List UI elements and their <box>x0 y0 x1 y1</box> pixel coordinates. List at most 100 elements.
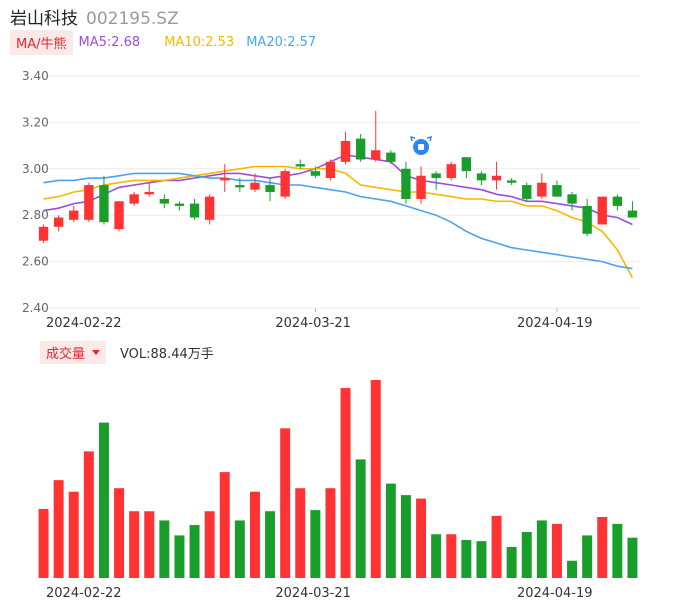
volume-bar <box>597 516 608 578</box>
volume-indicator-label: 成交量 <box>46 346 86 362</box>
y-tick-label: 3.40 <box>22 69 49 83</box>
volume-value: VOL:88.44万手 <box>120 346 214 362</box>
volume-bar <box>582 535 593 578</box>
x-tick-label: 2024-03-21 <box>275 586 351 601</box>
event-marker-bracket <box>410 135 416 142</box>
candle-body <box>310 171 321 176</box>
volume-bar <box>385 483 396 578</box>
candle-body <box>355 138 366 160</box>
candle-body <box>416 175 426 199</box>
candle-body <box>144 192 154 195</box>
ma-indicator-tab[interactable]: MA/牛熊 <box>10 29 73 55</box>
volume-bar <box>159 520 170 578</box>
candle-body <box>295 164 305 167</box>
volume-bar <box>234 520 245 578</box>
y-tick-label: 2.60 <box>22 255 49 269</box>
candle-body <box>325 161 336 179</box>
candle-body <box>189 203 200 218</box>
ma5-legend: MA5:2.68 <box>78 34 141 50</box>
volume-bar <box>219 472 230 578</box>
x-tick-label: 2024-02-22 <box>46 586 122 601</box>
candle-body <box>627 210 638 218</box>
candle-body <box>340 140 351 162</box>
volume-bar <box>38 508 49 578</box>
volume-legend: 成交量 VOL:88.44万手 <box>40 340 214 364</box>
candle-body <box>461 157 472 172</box>
candle-body <box>522 185 532 199</box>
volume-bar <box>627 537 638 578</box>
y-tick-label: 2.80 <box>22 208 49 222</box>
volume-bar <box>536 520 547 578</box>
candle-body <box>69 210 79 220</box>
candle-body <box>371 150 381 160</box>
event-marker-bracket <box>426 135 433 142</box>
dropdown-caret-icon <box>92 349 101 355</box>
volume-bar <box>144 511 155 578</box>
candle-body <box>597 196 607 225</box>
y-tick-label: 3.00 <box>22 162 49 176</box>
candle-body <box>446 164 456 179</box>
volume-bar <box>189 525 200 578</box>
candle-body <box>265 185 275 192</box>
volume-bar <box>612 523 623 578</box>
x-tick-label: 2024-04-19 <box>517 316 593 331</box>
volume-bar <box>265 511 276 578</box>
volume-bar <box>280 428 291 578</box>
ma10-line <box>43 165 634 279</box>
volume-bar <box>431 534 442 578</box>
volume-bar <box>521 531 532 578</box>
candle-body <box>84 185 94 220</box>
stock-code: 002195.SZ <box>86 9 179 29</box>
candle-body <box>567 194 577 204</box>
volume-bar <box>370 380 381 578</box>
ma20-line <box>43 172 633 270</box>
volume-bar <box>476 541 487 578</box>
x-tick-label: 2024-02-22 <box>46 316 122 331</box>
candle-body <box>476 173 487 181</box>
candle-body <box>159 198 170 204</box>
volume-bar <box>340 388 351 578</box>
candle-body <box>114 201 124 230</box>
candle-body <box>582 205 592 234</box>
candle-body <box>204 196 215 220</box>
volume-bar <box>295 488 306 578</box>
candle-body <box>491 175 502 181</box>
x-tick-label: 2024-03-21 <box>275 316 351 331</box>
candle-body <box>552 185 562 197</box>
candle-body <box>99 185 109 223</box>
volume-bar <box>53 480 64 578</box>
volume-bar <box>567 560 578 578</box>
volume-bar <box>506 546 517 578</box>
volume-bar <box>551 523 562 578</box>
candle-body <box>235 185 245 188</box>
candle-body <box>38 226 49 241</box>
event-marker-glyph <box>418 144 425 150</box>
volume-bar <box>98 422 109 578</box>
candle-body <box>250 182 260 190</box>
candle-body <box>431 173 441 179</box>
y-tick-label: 2.40 <box>22 301 49 315</box>
ma20-legend: MA20:2.57 <box>246 34 317 50</box>
candle-body <box>537 182 547 197</box>
volume-bar <box>204 511 215 578</box>
candle-body <box>506 180 517 183</box>
volume-bar <box>400 495 411 578</box>
ma10-legend: MA10:2.53 <box>164 34 235 50</box>
volume-bar <box>461 540 472 578</box>
volume-bar <box>174 535 185 578</box>
volume-bar <box>249 491 260 578</box>
y-tick-label: 3.20 <box>22 115 49 129</box>
candle-body <box>612 196 623 206</box>
volume-indicator-dropdown[interactable]: 成交量 <box>40 340 107 364</box>
candle-body <box>129 194 139 204</box>
volume-bar <box>446 534 457 578</box>
candle-body <box>280 171 290 197</box>
x-tick-label: 2024-04-19 <box>517 586 593 601</box>
volume-bar <box>355 459 366 578</box>
volume-bar <box>83 451 94 578</box>
stock-name: 岩山科技 <box>10 9 78 29</box>
volume-bar <box>310 510 321 578</box>
candle-body <box>53 217 64 227</box>
ma-legend: MA/牛熊 MA5:2.68 MA10:2.53 MA20:2.57 <box>10 29 317 55</box>
